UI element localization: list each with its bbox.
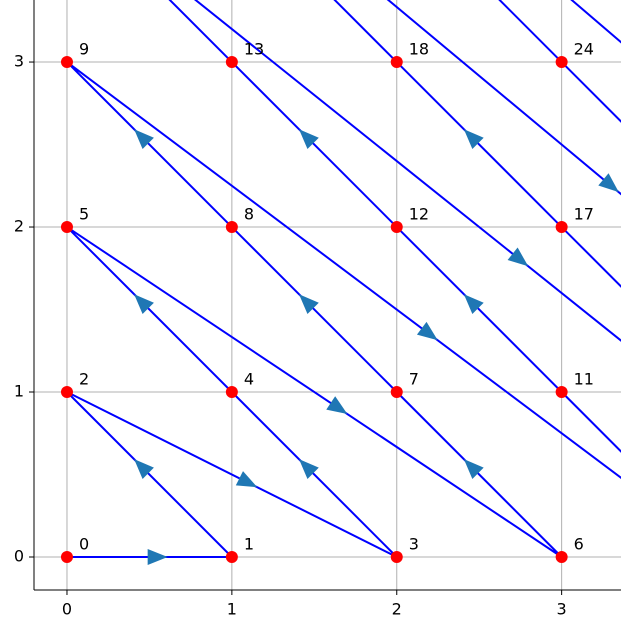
point	[225, 386, 238, 399]
point-label: 2	[79, 370, 89, 389]
point-label: 0	[79, 535, 89, 554]
plot-area: 0123456789101112131415161718192021222324…	[60, 0, 621, 566]
point	[225, 551, 238, 564]
point	[60, 221, 73, 234]
y-tick-label: 1	[14, 382, 24, 401]
arrow	[298, 294, 319, 314]
point-label: 24	[574, 40, 594, 59]
point	[390, 221, 403, 234]
arrow	[134, 129, 154, 150]
point	[390, 386, 403, 399]
x-tick-label: 1	[227, 600, 237, 619]
point-label: 9	[79, 40, 89, 59]
point-label: 11	[574, 370, 594, 389]
point-label: 6	[574, 535, 584, 554]
y-tick-label: 3	[14, 52, 24, 71]
path-line	[66, 0, 621, 559]
point-label: 1	[244, 535, 254, 554]
arrow	[298, 459, 319, 479]
arrow	[326, 396, 348, 415]
point	[390, 56, 403, 69]
point-label: 4	[244, 370, 254, 389]
arrow	[463, 459, 484, 479]
point	[60, 386, 73, 399]
point	[60, 551, 73, 564]
point-label: 12	[409, 205, 429, 224]
point-label: 8	[244, 205, 254, 224]
point	[225, 56, 238, 69]
arrow	[507, 247, 529, 267]
arrow	[598, 173, 619, 193]
arrow	[134, 294, 154, 314]
point-label: 5	[79, 205, 89, 224]
point	[390, 551, 403, 564]
arrow	[147, 549, 168, 566]
arrow	[134, 459, 154, 479]
x-tick-label: 2	[392, 600, 402, 619]
arrow	[463, 294, 484, 314]
point-label: 18	[409, 40, 429, 59]
point-label: 17	[574, 205, 594, 224]
point-label: 7	[409, 370, 419, 389]
point	[225, 221, 238, 234]
point	[555, 56, 568, 69]
arrow	[463, 129, 484, 150]
arrow	[235, 471, 258, 488]
point-label: 13	[244, 40, 264, 59]
point	[555, 221, 568, 234]
point	[60, 56, 73, 69]
y-tick-label: 2	[14, 217, 24, 236]
y-tick-label: 0	[14, 547, 24, 566]
x-tick-label: 3	[557, 600, 567, 619]
point-label: 3	[409, 535, 419, 554]
point	[555, 551, 568, 564]
arrow	[298, 129, 319, 150]
point	[555, 386, 568, 399]
x-tick-label: 0	[62, 600, 72, 619]
grid	[34, 0, 621, 590]
arrow	[416, 321, 438, 341]
